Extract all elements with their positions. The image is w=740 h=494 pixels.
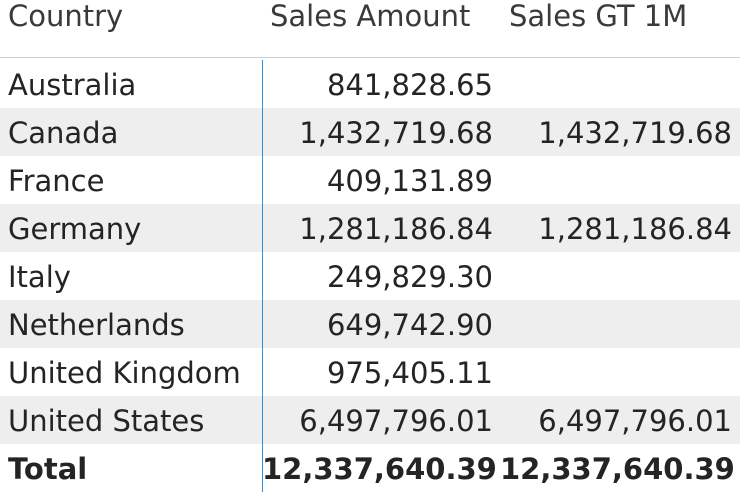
cell-sales-gt-1m: 1,281,186.84 bbox=[538, 212, 732, 246]
cell-country: Germany bbox=[8, 212, 142, 246]
cell-country: United States bbox=[8, 404, 205, 438]
cell-sales-gt-1m: 1,432,719.68 bbox=[538, 116, 732, 150]
column-separator bbox=[262, 60, 263, 492]
cell-sales-gt-1m: 6,497,796.01 bbox=[538, 404, 732, 438]
table-row[interactable]: Italy 249,829.30 bbox=[0, 252, 740, 300]
cell-sales-amount: 6,497,796.01 bbox=[299, 404, 493, 438]
cell-sales-amount: 1,281,186.84 bbox=[299, 212, 493, 246]
table-header-row: Country Sales Amount Sales GT 1M bbox=[0, 0, 740, 52]
cell-country: Australia bbox=[8, 68, 137, 102]
header-divider bbox=[0, 57, 740, 58]
total-sales-gt-1m: 12,337,640.39 bbox=[500, 452, 735, 486]
total-sales-amount: 12,337,640.39 bbox=[262, 452, 497, 486]
table-row[interactable]: United Kingdom 975,405.11 bbox=[0, 348, 740, 396]
cell-sales-amount: 409,131.89 bbox=[326, 164, 493, 198]
cell-country: Netherlands bbox=[8, 308, 185, 342]
cell-sales-gt-1m bbox=[500, 60, 732, 108]
column-header-sales-amount[interactable]: Sales Amount bbox=[270, 0, 471, 33]
column-header-country[interactable]: Country bbox=[8, 0, 124, 33]
cell-country: United Kingdom bbox=[8, 356, 241, 390]
total-label: Total bbox=[8, 452, 88, 486]
total-row[interactable]: Total 12,337,640.39 12,337,640.39 bbox=[0, 444, 740, 492]
column-header-sales-gt-1m[interactable]: Sales GT 1M bbox=[509, 0, 688, 33]
cell-sales-amount: 249,829.30 bbox=[326, 260, 493, 294]
cell-sales-amount: 975,405.11 bbox=[326, 356, 493, 390]
table-row[interactable]: Germany 1,281,186.84 1,281,186.84 bbox=[0, 204, 740, 252]
table-row[interactable]: France 409,131.89 bbox=[0, 156, 740, 204]
table-row[interactable]: Netherlands 649,742.90 bbox=[0, 300, 740, 348]
cell-sales-amount: 1,432,719.68 bbox=[299, 116, 493, 150]
cell-sales-gt-1m bbox=[500, 252, 732, 300]
table-row[interactable]: Canada 1,432,719.68 1,432,719.68 bbox=[0, 108, 740, 156]
cell-sales-gt-1m bbox=[500, 156, 732, 204]
table-row[interactable]: Australia 841,828.65 bbox=[0, 60, 740, 108]
cell-country: France bbox=[8, 164, 105, 198]
cell-country: Italy bbox=[8, 260, 71, 294]
table-row[interactable]: United States 6,497,796.01 6,497,796.01 bbox=[0, 396, 740, 444]
cell-sales-gt-1m bbox=[500, 300, 732, 348]
cell-country: Canada bbox=[8, 116, 119, 150]
cell-sales-amount: 649,742.90 bbox=[326, 308, 493, 342]
cell-sales-amount: 841,828.65 bbox=[326, 68, 493, 102]
cell-sales-gt-1m bbox=[500, 348, 732, 396]
table-body: Australia 841,828.65 Canada 1,432,719.68… bbox=[0, 60, 740, 492]
